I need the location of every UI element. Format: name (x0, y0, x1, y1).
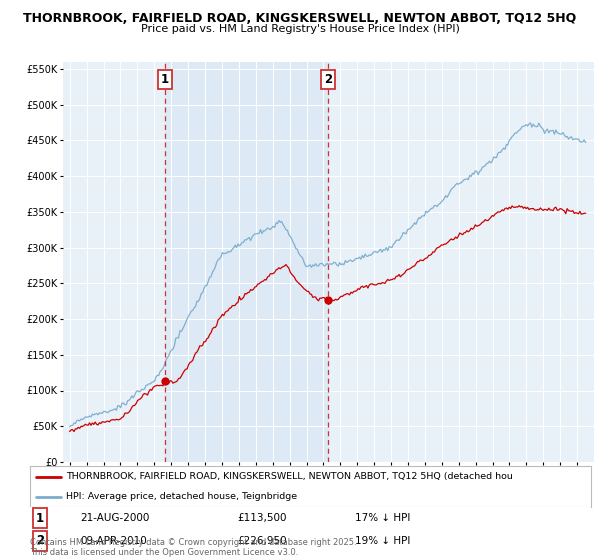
Text: THORNBROOK, FAIRFIELD ROAD, KINGSKERSWELL, NEWTON ABBOT, TQ12 5HQ: THORNBROOK, FAIRFIELD ROAD, KINGSKERSWEL… (23, 12, 577, 25)
Text: 17% ↓ HPI: 17% ↓ HPI (355, 513, 411, 523)
Text: £113,500: £113,500 (238, 513, 287, 523)
Text: 1: 1 (161, 73, 169, 86)
Text: Price paid vs. HM Land Registry's House Price Index (HPI): Price paid vs. HM Land Registry's House … (140, 24, 460, 34)
Bar (165, 62, 328, 462)
Text: 1: 1 (36, 511, 44, 525)
Text: £226,950: £226,950 (238, 536, 287, 546)
Text: 09-APR-2010: 09-APR-2010 (80, 536, 147, 546)
Text: Contains HM Land Registry data © Crown copyright and database right 2025.
This d: Contains HM Land Registry data © Crown c… (30, 538, 356, 557)
Text: THORNBROOK, FAIRFIELD ROAD, KINGSKERSWELL, NEWTON ABBOT, TQ12 5HQ (detached hou: THORNBROOK, FAIRFIELD ROAD, KINGSKERSWEL… (67, 472, 514, 481)
Text: 19% ↓ HPI: 19% ↓ HPI (355, 536, 411, 546)
Text: HPI: Average price, detached house, Teignbridge: HPI: Average price, detached house, Teig… (67, 492, 298, 501)
Text: 2: 2 (324, 73, 332, 86)
Text: 21-AUG-2000: 21-AUG-2000 (80, 513, 150, 523)
Text: 2: 2 (36, 534, 44, 548)
